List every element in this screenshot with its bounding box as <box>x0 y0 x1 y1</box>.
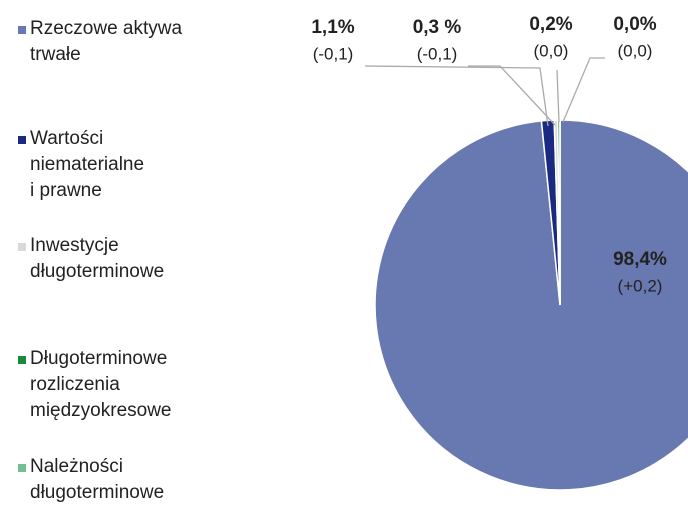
legend-label: Długoterminowe rozliczenia międzyokresow… <box>30 348 172 421</box>
value-label: 0,0% <box>613 14 656 35</box>
legend-swatch <box>18 136 26 144</box>
legend-label: Inwestycje długoterminowe <box>30 235 165 282</box>
change-label: (0,0) <box>534 41 569 60</box>
value-label: 1,1% <box>311 17 354 38</box>
value-label: 98,4% <box>613 249 667 270</box>
leader-line <box>468 65 556 126</box>
legend-swatch <box>18 356 26 364</box>
pie-slice <box>374 119 688 491</box>
legend-swatch <box>18 26 26 34</box>
value-label: 0,3 % <box>413 17 462 38</box>
leader-line <box>562 57 605 123</box>
legend-swatch <box>18 243 26 251</box>
leader-line <box>364 65 549 127</box>
change-label: (0,0) <box>618 41 653 60</box>
change-label: (-0,1) <box>313 44 354 63</box>
change-label: (+0,2) <box>618 276 663 295</box>
leader-line <box>556 69 560 123</box>
legend-swatch <box>18 464 26 472</box>
legend-label: Wartości niematerialne i prawne <box>30 128 145 201</box>
value-label: 0,2% <box>529 14 572 35</box>
legend-label: Należności długoterminowe <box>30 456 165 503</box>
change-label: (-0,1) <box>417 44 458 63</box>
legend-label: Rzeczowe aktywa trwałe <box>30 18 183 65</box>
